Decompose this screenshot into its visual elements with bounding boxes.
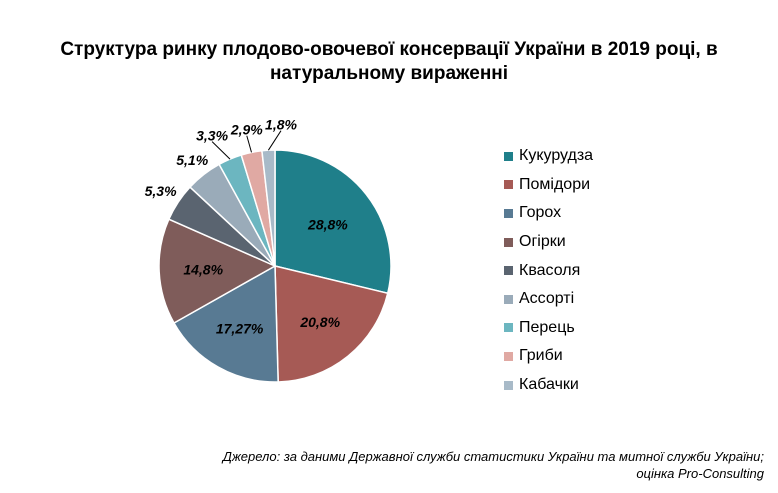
- pie-slice-3: [172, 264, 279, 383]
- leader-line-8: [246, 135, 252, 153]
- data-label-4: 14,8%: [183, 262, 223, 278]
- legend-swatch: [504, 380, 513, 390]
- source-line-2: оцінка Pro-Consulting: [636, 466, 764, 481]
- legend-swatch: [504, 180, 513, 190]
- legend-item-6: Ассорті: [504, 285, 593, 314]
- source-note: Джерело: за даними Державної служби стат…: [144, 448, 764, 482]
- legend-label: Гриби: [519, 347, 563, 365]
- legend-item-2: Помідори: [504, 171, 593, 200]
- chart-title-line-2: натуральному вираженні: [269, 63, 509, 84]
- legend-swatch: [504, 151, 513, 161]
- data-label-3: 17,27%: [216, 321, 264, 337]
- data-label-6: 5,1%: [176, 152, 208, 168]
- pie-slice-4: [158, 218, 277, 325]
- legend-item-9: Кабачки: [504, 371, 593, 400]
- legend-label: Кукурудза: [519, 147, 594, 165]
- legend-label: Горох: [519, 204, 562, 222]
- legend-label: Перець: [519, 318, 575, 336]
- chart-title-line-1: Структура ринку плодово-овочевої консерв…: [60, 39, 718, 60]
- legend-swatch: [504, 323, 513, 333]
- legend-swatch: [504, 208, 513, 218]
- source-line-1: Джерело: за даними Державної служби стат…: [222, 449, 764, 464]
- legend-item-1: Кукурудза: [504, 142, 593, 171]
- legend-label: Помідори: [519, 175, 591, 193]
- chart-legend: Кукурудза Помідори Горох Огірки Квасоля Ассор…: [504, 142, 593, 399]
- legend-item-5: Квасоля: [504, 256, 593, 285]
- legend-item-8: Гриби: [504, 342, 593, 371]
- chart-title: Структура ринку плодово-овочевої консерв…: [0, 38, 778, 86]
- data-label-5: 5,3%: [145, 183, 177, 199]
- data-label-8: 2,9%: [230, 122, 263, 138]
- legend-swatch: [504, 294, 513, 304]
- pie-slice-2: [274, 265, 389, 383]
- legend-label: Ассорті: [519, 290, 575, 308]
- leader-line-7: [211, 141, 231, 160]
- legend-item-4: Огірки: [504, 228, 593, 257]
- legend-item-3: Горох: [504, 199, 593, 228]
- data-label-1: 28,8%: [307, 216, 348, 232]
- legend-label: Огірки: [519, 233, 566, 251]
- data-label-9: 1,8%: [265, 117, 297, 133]
- legend-item-7: Перець: [504, 314, 593, 343]
- legend-label: Квасоля: [519, 261, 581, 279]
- leader-line-9: [267, 130, 282, 151]
- legend-label: Кабачки: [519, 376, 579, 394]
- data-label-7: 3,3%: [196, 128, 228, 144]
- data-label-2: 20,8%: [299, 314, 340, 330]
- legend-swatch: [504, 237, 513, 247]
- legend-swatch: [504, 266, 513, 276]
- pie-slice-1: [274, 149, 392, 295]
- legend-swatch: [504, 351, 513, 361]
